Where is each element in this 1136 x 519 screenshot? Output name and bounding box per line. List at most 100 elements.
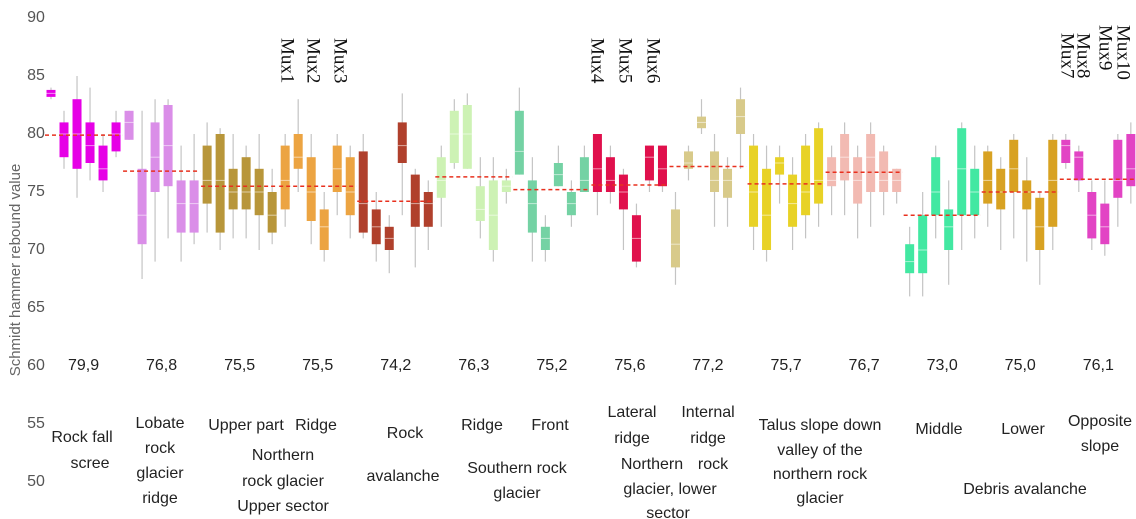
group-label: Front: [531, 417, 569, 434]
y-tick-label: 85: [27, 67, 45, 84]
mean-label: 73,0: [927, 357, 958, 374]
group-label: rock: [145, 440, 176, 457]
group-label: Ridge: [461, 417, 503, 434]
group-label: Northern: [252, 447, 314, 464]
box: [319, 209, 329, 250]
group-label: ridge: [142, 490, 178, 507]
box: [814, 128, 824, 204]
group-label: Rock: [387, 425, 424, 442]
box: [957, 128, 967, 216]
group-label: Talus slope down: [759, 417, 882, 434]
box: [189, 180, 199, 233]
box: [1100, 203, 1110, 245]
box: [176, 180, 186, 233]
box: [683, 151, 693, 169]
mean-label: 77,2: [692, 357, 723, 374]
mux-label: Mux6: [643, 38, 664, 83]
box: [918, 215, 928, 274]
box: [1113, 139, 1123, 198]
mux-label: Mux2: [303, 38, 324, 83]
mux-label: Mux7: [1057, 33, 1078, 78]
box: [1009, 139, 1019, 192]
group-label: Upper part: [208, 417, 284, 434]
group-label: Middle: [915, 421, 962, 438]
mean-label: 75,7: [770, 357, 801, 374]
group-label: Rock fall: [51, 429, 112, 446]
group-label: glacier: [493, 485, 541, 502]
box: [710, 151, 720, 192]
group-label: Upper sector: [237, 498, 329, 515]
mean-label: 76,3: [458, 357, 489, 374]
box: [749, 145, 759, 227]
box: [514, 110, 524, 175]
y-tick-label: 60: [27, 357, 45, 374]
box: [85, 122, 95, 163]
box: [397, 122, 407, 163]
mean-label: 74,2: [380, 357, 411, 374]
box: [241, 157, 251, 210]
group-label: Lower: [1001, 421, 1045, 438]
group-label: slope: [1081, 438, 1119, 455]
box: [827, 157, 837, 187]
box: [866, 134, 876, 192]
box: [579, 157, 589, 192]
group-label: sector: [646, 505, 690, 519]
box: [280, 145, 290, 210]
box: [983, 151, 993, 204]
mux-label: Mux3: [330, 38, 351, 83]
box: [1022, 180, 1032, 210]
group-label: valley of the: [777, 442, 862, 459]
box: [1074, 151, 1084, 181]
mean-label: 75,5: [224, 357, 255, 374]
group-label: Lobate: [136, 415, 185, 432]
y-tick-label: 65: [27, 299, 45, 316]
group-label: northern rock: [773, 466, 868, 483]
group-label: glacier: [136, 465, 184, 482]
group-label: ridge: [614, 430, 650, 447]
box: [592, 134, 602, 192]
box: [1126, 134, 1136, 187]
group-label: Internal: [681, 404, 734, 421]
mux-label: Mux1: [277, 38, 298, 83]
mean-label: 76,8: [146, 357, 177, 374]
mean-label: 76,7: [849, 357, 880, 374]
y-tick-label: 70: [27, 241, 45, 258]
group-label: rock glacier: [242, 473, 324, 490]
group-label: glacier, lower: [623, 481, 717, 498]
y-tick-label: 75: [27, 183, 45, 200]
y-tick-label: 50: [27, 473, 45, 490]
box: [670, 209, 680, 268]
box: [788, 174, 798, 227]
box: [944, 209, 954, 250]
box: [358, 151, 368, 233]
mean-label: 79,9: [68, 357, 99, 374]
group-label: glacier: [796, 490, 844, 507]
box: [462, 105, 472, 169]
mean-label: 75,6: [614, 357, 645, 374]
box: [527, 180, 537, 233]
box: [801, 145, 811, 216]
box: [124, 110, 134, 140]
y-tick-label: 55: [27, 415, 45, 432]
mux-label: Mux5: [615, 38, 636, 83]
group-label: ridge: [690, 430, 726, 447]
group-label: rock: [698, 456, 729, 473]
box: [657, 145, 667, 187]
box: [215, 134, 225, 233]
group-label: Debris avalanche: [963, 481, 1087, 498]
box: [996, 168, 1006, 210]
box: [306, 157, 316, 221]
box: [423, 192, 433, 227]
group-label: scree: [70, 455, 109, 472]
box: [723, 168, 733, 198]
mean-label: 75,0: [1005, 357, 1036, 374]
box: [475, 186, 485, 221]
box: [111, 122, 121, 152]
group-label: Opposite: [1068, 413, 1132, 430]
box: [1035, 197, 1045, 250]
mean-label: 75,5: [302, 357, 333, 374]
box: [293, 134, 303, 169]
box: [931, 157, 941, 216]
box: [202, 145, 212, 204]
